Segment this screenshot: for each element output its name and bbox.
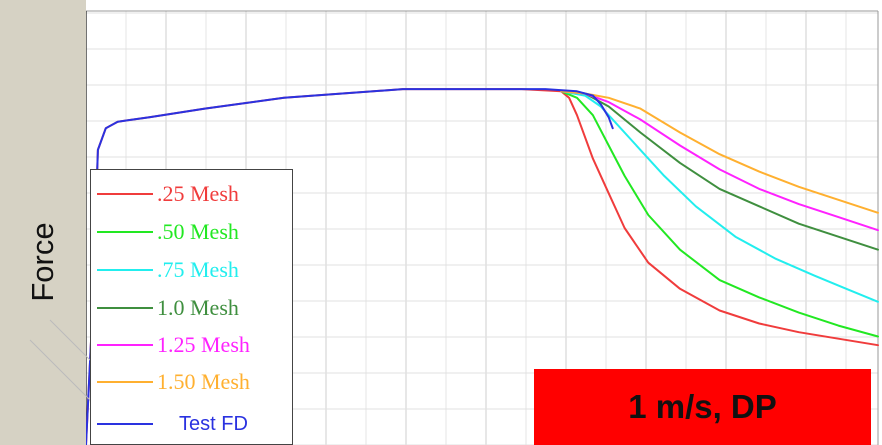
legend-item: 1.50 Mesh: [97, 364, 250, 400]
legend-swatch: [97, 344, 153, 346]
legend-item: .50 Mesh: [97, 214, 239, 250]
legend-item: .25 Mesh: [97, 176, 239, 212]
legend-swatch: [97, 193, 153, 195]
legend-swatch: [97, 269, 153, 271]
y-axis-label: Force: [25, 222, 60, 302]
legend-label: Test FD: [179, 412, 248, 435]
legend-label: .50 Mesh: [157, 219, 239, 244]
series-lines: [85, 88, 879, 445]
legend-swatch: [97, 381, 153, 383]
legend-item: .75 Mesh: [97, 252, 239, 288]
legend-label: 1.25 Mesh: [157, 332, 250, 357]
legend-swatch: [97, 231, 153, 233]
legend-item: 1.0 Mesh: [97, 290, 239, 326]
series-line-test-fd: [85, 88, 614, 445]
legend-label: 1.50 Mesh: [157, 369, 250, 394]
legend-swatch: [97, 307, 153, 309]
condition-badge: 1 m/s, DP: [534, 369, 871, 445]
series-line-1-25-mesh: [560, 90, 879, 232]
legend-label: .25 Mesh: [157, 181, 239, 206]
series-line-75-mesh: [560, 90, 879, 303]
chart-legend: .25 Mesh .50 Mesh .75 Mesh 1.0 Mesh 1.25…: [90, 169, 293, 445]
legend-item: Test FD: [97, 406, 248, 442]
legend-swatch: [97, 423, 153, 425]
legend-label: 1.0 Mesh: [157, 295, 239, 320]
series-line-50-mesh: [560, 90, 879, 338]
legend-label: .75 Mesh: [157, 257, 239, 282]
legend-item: 1.25 Mesh: [97, 327, 250, 363]
y-axis-label-panel: Force: [0, 0, 86, 445]
series-line-1-50-mesh: [560, 90, 879, 214]
